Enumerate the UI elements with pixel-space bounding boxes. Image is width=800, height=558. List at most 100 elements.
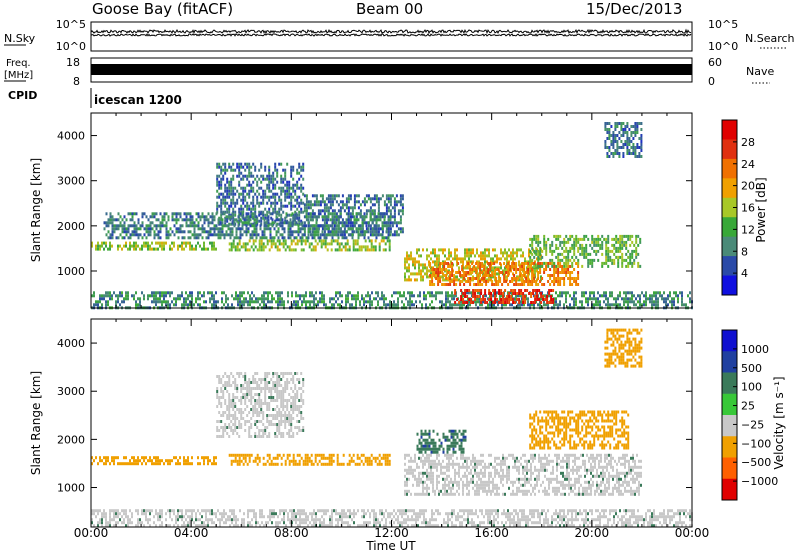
- heatmap-cell: [347, 291, 349, 294]
- heatmap-cell: [117, 248, 119, 251]
- heatmap-cell: [415, 518, 417, 521]
- heatmap-cell: [226, 224, 228, 227]
- heatmap-cell: [238, 224, 240, 227]
- heatmap-cell: [223, 509, 225, 512]
- heatmap-cell: [305, 300, 307, 303]
- heatmap-cell: [152, 215, 154, 218]
- heatmap-cell: [147, 509, 149, 512]
- heatmap-cell: [455, 518, 457, 521]
- heatmap-cell: [209, 518, 211, 521]
- heatmap-cell: [143, 242, 145, 245]
- heatmap-cell: [334, 218, 336, 221]
- heatmap-cell: [264, 214, 266, 217]
- heatmap-cell: [601, 265, 603, 268]
- heatmap-cell: [349, 512, 351, 515]
- heatmap-cell: [516, 251, 518, 254]
- heatmap-cell: [318, 233, 320, 236]
- heatmap-cell: [182, 224, 184, 227]
- heatmap-cell: [269, 239, 271, 242]
- heatmap-cell: [136, 233, 138, 236]
- heatmap-cell: [207, 248, 209, 251]
- heatmap-cell: [529, 280, 531, 283]
- heatmap-cell: [254, 166, 256, 169]
- heatmap-cell: [260, 196, 262, 199]
- heatmap-cell: [358, 200, 360, 203]
- heatmap-cell: [527, 277, 529, 280]
- heatmap-cell: [533, 250, 535, 253]
- heatmap-cell: [299, 521, 301, 524]
- heatmap-cell: [402, 227, 404, 230]
- heatmap-cell: [645, 300, 647, 303]
- heatmap-cell: [266, 227, 268, 230]
- heatmap-cell: [685, 303, 687, 306]
- heatmap-cell: [631, 241, 633, 244]
- heatmap-cell: [429, 280, 431, 283]
- heatmap-cell: [622, 128, 624, 131]
- heatmap-cell: [446, 257, 448, 260]
- heatmap-cell: [447, 291, 449, 294]
- heatmap-cell: [186, 215, 188, 218]
- heatmap-cell: [553, 262, 555, 265]
- heatmap-cell: [230, 233, 232, 236]
- heatmap-cell: [428, 254, 430, 257]
- heatmap-cell: [543, 241, 545, 244]
- heatmap-cell: [608, 134, 610, 137]
- heatmap-cell: [266, 221, 268, 224]
- heatmap-cell: [374, 209, 376, 212]
- heatmap-cell: [615, 297, 617, 300]
- heatmap-cell: [601, 241, 603, 244]
- heatmap-cell: [240, 236, 242, 239]
- heatmap-cell: [397, 509, 399, 512]
- heatmap-cell: [567, 256, 569, 259]
- heatmap-cell: [328, 224, 330, 227]
- heatmap-cell: [255, 521, 257, 524]
- heatmap-cell: [307, 515, 309, 518]
- heatmap-cell: [508, 248, 510, 251]
- heatmap-cell: [351, 297, 353, 300]
- heatmap-cell: [222, 218, 224, 221]
- heatmap-cell: [561, 265, 563, 268]
- heatmap-cell: [311, 248, 313, 251]
- heatmap-cell: [247, 242, 249, 245]
- heatmap-cell: [363, 300, 365, 303]
- heatmap-cell: [122, 227, 124, 230]
- heatmap-cell: [422, 266, 424, 269]
- heatmap-cell: [288, 196, 290, 199]
- heatmap-cell: [219, 512, 221, 515]
- heatmap-cell: [237, 294, 239, 297]
- heatmap-cell: [313, 248, 315, 251]
- heatmap-cell: [288, 230, 290, 233]
- heatmap-cell: [192, 233, 194, 236]
- heatmap-cell: [324, 236, 326, 239]
- heatmap-cell: [178, 236, 180, 239]
- heatmap-cell: [612, 131, 614, 134]
- heatmap-cell: [113, 512, 115, 515]
- heatmap-cell: [335, 294, 337, 297]
- heatmap-cell: [364, 236, 366, 239]
- heatmap-cell: [569, 277, 571, 280]
- heatmap-cell: [557, 294, 559, 297]
- heatmap-cell: [477, 277, 479, 280]
- heatmap-cell: [272, 184, 274, 187]
- heatmap-cell: [166, 233, 168, 236]
- heatmap-cell: [272, 218, 274, 221]
- heatmap-cell: [137, 297, 139, 300]
- heatmap-cell: [120, 221, 122, 224]
- heatmap-cell: [233, 518, 235, 521]
- heatmap-cell: [298, 187, 300, 190]
- heatmap-cell: [156, 227, 158, 230]
- heatmap-cell: [329, 521, 331, 524]
- heatmap-cell: [243, 297, 245, 300]
- heatmap-cell: [456, 275, 458, 278]
- heatmap-cell: [422, 275, 424, 278]
- heatmap-cell: [299, 294, 301, 297]
- heatmap-cell: [400, 218, 402, 221]
- heatmap-cell: [671, 297, 673, 300]
- heatmap-cell: [397, 515, 399, 518]
- heatmap-cell: [264, 230, 266, 233]
- heatmap-cell: [497, 283, 499, 286]
- heatmap-cell: [447, 265, 449, 268]
- heatmap-cell: [235, 294, 237, 297]
- heatmap-cell: [450, 254, 452, 257]
- heatmap-cell: [465, 280, 467, 283]
